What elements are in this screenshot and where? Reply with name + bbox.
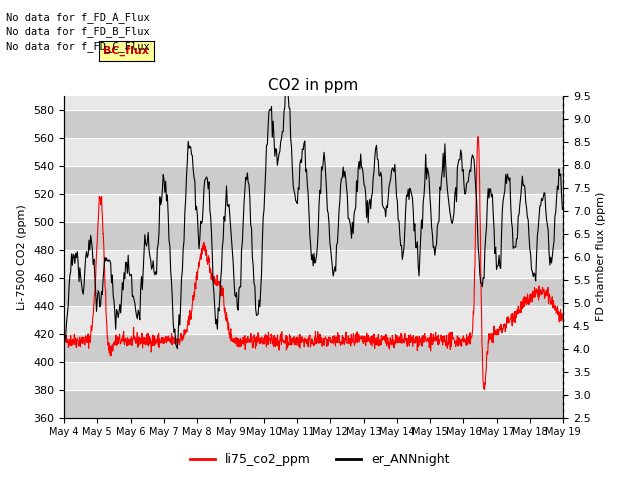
Title: CO2 in ppm: CO2 in ppm <box>268 78 359 94</box>
Text: No data for f_FD_B_Flux: No data for f_FD_B_Flux <box>6 26 150 37</box>
Bar <box>64 334 563 361</box>
Bar <box>64 390 563 418</box>
Bar <box>64 306 563 334</box>
Bar <box>64 250 563 278</box>
Legend: li75_co2_ppm, er_ANNnight: li75_co2_ppm, er_ANNnight <box>186 448 454 471</box>
Text: No data for f_FD_A_Flux: No data for f_FD_A_Flux <box>6 12 150 23</box>
Bar <box>64 361 563 390</box>
Bar <box>64 166 563 194</box>
Bar <box>64 222 563 250</box>
Bar <box>64 194 563 222</box>
Y-axis label: Li-7500 CO2 (ppm): Li-7500 CO2 (ppm) <box>17 204 28 310</box>
Bar <box>64 278 563 306</box>
Bar <box>64 138 563 166</box>
Text: BC_flux: BC_flux <box>104 46 149 56</box>
Bar <box>64 110 563 138</box>
Text: No data for f_FD_C_Flux: No data for f_FD_C_Flux <box>6 41 150 52</box>
Y-axis label: FD chamber flux (ppm): FD chamber flux (ppm) <box>596 192 606 322</box>
